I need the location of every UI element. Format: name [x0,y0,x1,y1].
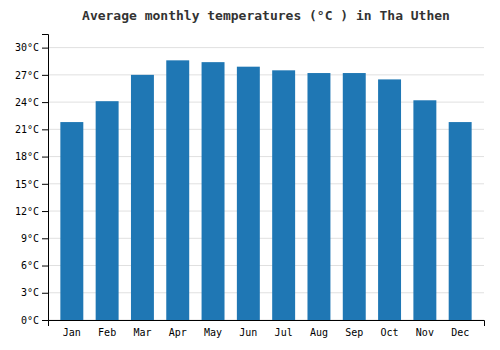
y-tick-mark [42,48,48,49]
x-tick-label: Aug [310,327,328,338]
bar [378,79,401,320]
y-tick-mark [42,129,48,130]
y-tick: 0°C [21,315,48,326]
y-tick-label: 21°C [15,124,39,135]
x-tick: Nov [416,327,434,338]
y-tick: 18°C [15,151,48,162]
bar [343,73,366,320]
chart: 0°C 3°C 6°C 9°C 12°C 15°C 18°C 21°C 24°C 27°C 30°C… [0,0,500,350]
y-tick-mark [42,211,48,212]
x-tick: May [204,327,222,338]
grid [48,48,484,320]
bar [131,75,154,320]
x-tick-label: Jul [275,327,293,338]
bar [413,100,436,320]
y-tick-mark [42,157,48,158]
y-tick: 9°C [21,233,48,244]
y-tick: 24°C [15,97,48,108]
y-tick-label: 24°C [15,97,39,108]
y-tick-label: 9°C [21,233,39,244]
bar [96,101,119,320]
x-tick: Jun [239,327,257,338]
y-tick: 21°C [15,124,48,135]
y-tick: 27°C [15,70,48,81]
bar [237,67,260,320]
x-tick-label: Dec [451,327,469,338]
y-tick-label: 27°C [15,70,39,81]
bar [202,62,225,320]
y-tick: 6°C [21,260,48,271]
y-tick: 30°C [15,42,48,53]
y-tick-label: 30°C [15,42,39,53]
x-tick: Mar [133,327,151,338]
x-axis-line [49,321,485,327]
x-tick: Aug [310,327,328,338]
x-tick-label: Sep [345,327,363,338]
title: Average monthly temperatures (°C ) in Th… [82,8,450,23]
y-axis: 0°C 3°C 6°C 9°C 12°C 15°C 18°C 21°C 24°C 27°C 30°C [15,35,49,326]
y-tick: 3°C [21,287,48,298]
y-tick-mark [42,184,48,185]
y-axis-line [42,35,49,321]
bar [166,60,189,320]
y-tick-label: 15°C [15,179,39,190]
y-tick-label: 0°C [21,315,39,326]
grid-line [48,47,484,48]
x-tick-label: Oct [381,327,399,338]
y-tick: 15°C [15,179,48,190]
bars [60,60,471,320]
x-tick: Feb [98,327,116,338]
y-tick-label: 6°C [21,260,39,271]
bar [60,122,83,320]
y-tick: 12°C [15,206,48,217]
x-tick: Dec [451,327,469,338]
x-tick: Jul [275,327,293,338]
bar [449,122,472,320]
plot: 0°C 3°C 6°C 9°C 12°C 15°C 18°C 21°C 24°C 27°C 30°C… [15,35,485,339]
x-tick-label: Apr [169,327,187,338]
bar [307,73,330,320]
y-tick-label: 3°C [21,287,39,298]
x-tick-label: Jun [239,327,257,338]
x-tick: Oct [381,327,399,338]
y-tick-label: 12°C [15,206,39,217]
x-tick-label: Nov [416,327,434,338]
x-tick: Apr [169,327,187,338]
y-tick-mark [42,238,48,239]
x-tick: Sep [345,327,363,338]
y-tick-mark [42,75,48,76]
y-tick-mark [42,266,48,267]
y-tick-mark [42,102,48,103]
y-tick-label: 18°C [15,151,39,162]
x-tick-label: May [204,327,222,338]
x-tick-label: Jan [63,327,81,338]
y-tick-mark [42,320,48,321]
grid-line [48,74,484,75]
x-tick: Jan [63,327,81,338]
y-tick-mark [42,293,48,294]
x-tick-label: Feb [98,327,116,338]
bar [272,70,295,320]
x-tick-label: Mar [133,327,151,338]
x-axis: Jan Feb Mar Apr May Jun Jul Aug Sep Oct Nov Dec [49,321,485,339]
